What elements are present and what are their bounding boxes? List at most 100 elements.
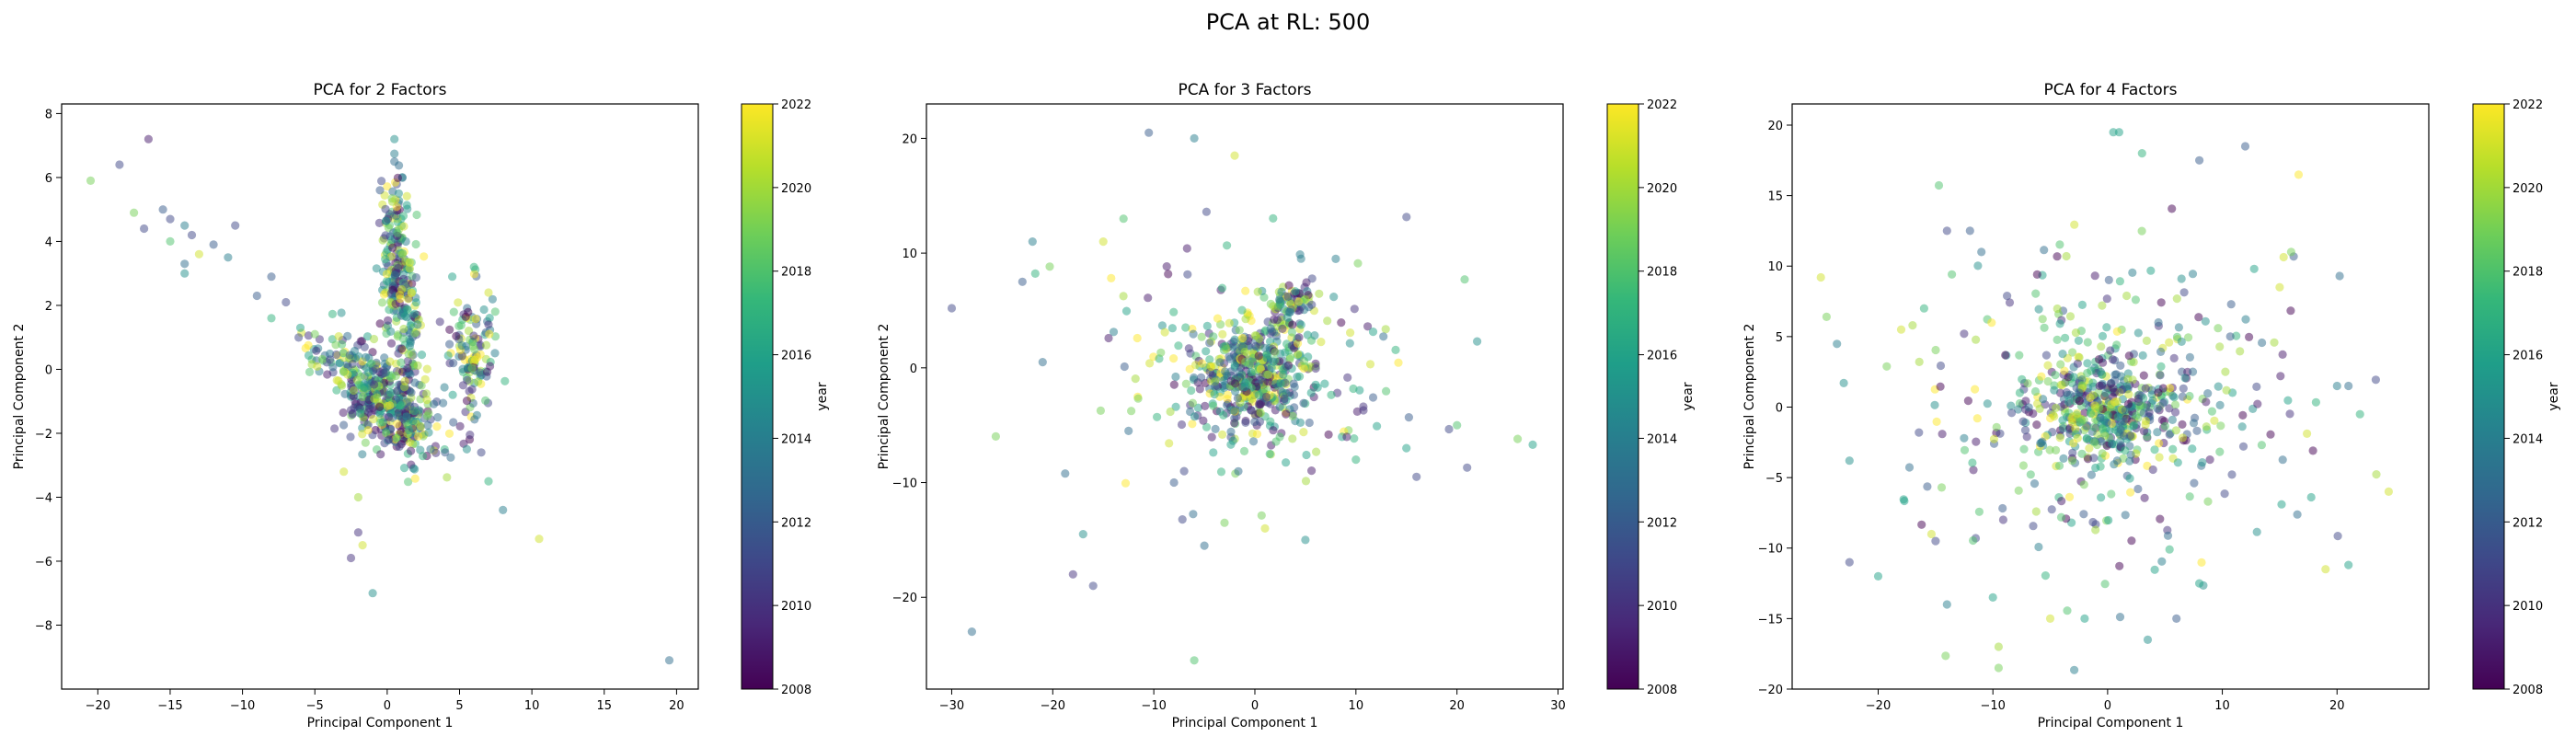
x-axis-label: Principal Component 1 [2038,716,2184,730]
scatter-point [375,402,385,411]
scatter-point [2037,438,2046,448]
scatter-point [2277,500,2286,509]
scatter-point [2090,438,2099,447]
scatter-point [2253,399,2262,408]
scatter-point [467,363,477,373]
scatter-point [317,354,327,363]
scatter-point [2168,444,2178,454]
scatter-point [1277,287,1286,296]
scatter-point [422,364,431,374]
scatter-point [485,329,494,339]
scatter-point [394,263,403,272]
scatter-points [947,128,1537,665]
scatter-point [1241,418,1250,427]
scatter-point [402,191,411,201]
scatter-point [2090,401,2099,410]
scatter-point [448,390,457,399]
scatter-point [1279,370,1288,379]
scatter-point [358,541,367,550]
scatter-point [399,464,409,473]
scatter-point [2060,366,2069,375]
scatter-point [2216,421,2225,431]
scatter-point [385,210,395,219]
scatter-point [2083,368,2092,378]
scatter-point [2123,374,2133,384]
scatter-point [411,273,420,282]
scatter-point [2137,149,2146,158]
scatter-point [1230,419,1239,428]
scatter-point [2059,454,2068,463]
scatter-point [1282,362,1291,371]
scatter-point [323,370,332,379]
scatter-point [2083,359,2092,368]
y-tick-label: −6 [35,556,52,569]
scatter-point [1998,503,2007,513]
scatter-point [407,446,416,455]
scatter-point [2101,388,2110,397]
scatter-point [2071,328,2080,338]
scatter-point [1133,394,1143,403]
scatter-point [373,393,382,402]
scatter-point [2020,426,2030,435]
scatter-point [2118,385,2127,395]
scatter-point [1181,323,1190,332]
scatter-point [1989,434,1998,443]
scatter-point [1238,333,1248,343]
scatter-point [488,294,498,304]
scatter-point [346,432,355,442]
scatter-point [2156,514,2165,523]
scatter-point [1104,333,1113,343]
scatter-point [1992,422,2001,431]
scatter-point [2335,271,2344,281]
scatter-point [2107,489,2116,499]
scatter-point [2053,335,2062,344]
scatter-point [1412,472,1421,481]
scatter-point [386,327,396,336]
scatter-point [370,380,379,389]
scatter-point [2157,557,2167,566]
scatter-point [2227,470,2237,479]
scatter-point [1299,363,1308,373]
scatter-point [1166,407,1175,417]
scatter-point [2194,313,2203,322]
scatter-point [2032,420,2041,430]
scatter-point [361,352,371,362]
scatter-point [2158,398,2168,408]
scatter-point [2214,382,2223,391]
scatter-point [1373,421,1382,431]
x-tick-label: −20 [1866,699,1891,713]
scatter-point [1181,379,1190,388]
scatter-point [2245,332,2254,341]
scatter-point [349,385,358,396]
scatter-point [1121,306,1132,316]
colorbar-tick-label: 2020 [1647,182,1677,196]
scatter-point [2055,240,2064,249]
scatter-point [2089,422,2099,431]
scatter-point [402,201,411,210]
scatter-point [1301,535,1310,545]
colorbar-tick-label: 2012 [2513,516,2543,530]
scatter-point [1096,406,1105,415]
scatter-point [1351,455,1361,465]
scatter-point [2086,409,2096,419]
scatter-point [1882,362,1892,371]
scatter-point [1307,300,1317,309]
scatter-point [2097,342,2106,351]
scatter-point [1088,581,1098,591]
scatter-point [2104,275,2113,284]
scatter-point [356,337,365,346]
scatter-point [326,355,335,364]
scatter-point [1256,408,1265,418]
scatter-point [393,228,402,237]
scatter-point [2057,497,2066,506]
scatter-point [1444,424,1454,434]
scatter-point [2035,404,2044,413]
scatter-point [1198,359,1207,368]
scatter-point [2064,492,2075,501]
scatter-point [1353,259,1363,268]
scatter-point [1256,375,1265,385]
scatter-point [1171,402,1180,411]
scatter-point [1311,380,1320,389]
scatter-point [2150,565,2159,574]
scatter-point [452,331,461,340]
